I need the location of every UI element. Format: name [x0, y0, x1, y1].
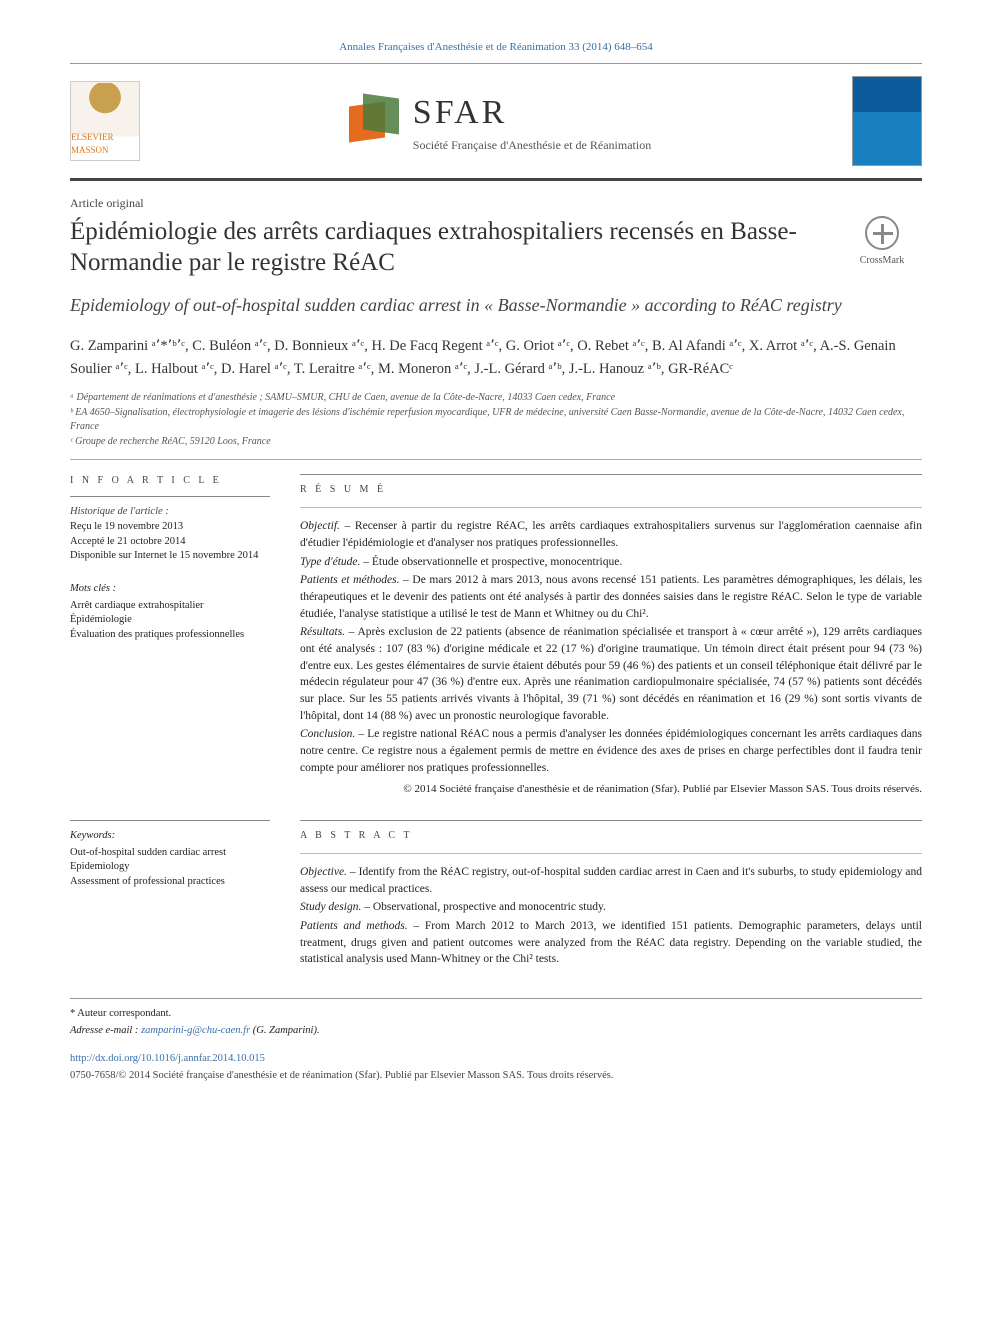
corresponding-author: * Auteur correspondant.	[70, 1007, 922, 1022]
objective-label: Objective. –	[300, 866, 356, 878]
header-banner: ELSEVIER MASSON SFAR Société Française d…	[70, 63, 922, 181]
resultats-text: Après exclusion de 22 patients (absence …	[300, 626, 922, 721]
patients-label: Patients et méthodes. –	[300, 574, 409, 586]
mots-cles-3: Évaluation des pratiques professionnelle…	[70, 628, 270, 643]
conclusion-text: Le registre national RéAC nous a permis …	[300, 728, 922, 773]
sfar-cube-icon	[341, 92, 399, 150]
sfar-logo: SFAR Société Française d'Anesthésie et d…	[341, 89, 651, 153]
history-label: Historique de l'article :	[70, 505, 270, 520]
email-paren: (G. Zamparini).	[253, 1025, 320, 1036]
type-label: Type d'étude. –	[300, 556, 369, 568]
authors-list: G. Zamparini ᵃ٬*٬ᵇ٬ᶜ, C. Buléon ᵃ٬ᶜ, D. …	[70, 335, 922, 381]
doi-link[interactable]: http://dx.doi.org/10.1016/j.annfar.2014.…	[70, 1053, 265, 1064]
sfar-acronym: SFAR	[413, 89, 651, 137]
issn-copyright: 0750-7658/© 2014 Société française d'ane…	[70, 1069, 922, 1084]
article-title-fr: Épidémiologie des arrêts cardiaques extr…	[70, 216, 822, 279]
history-received: Reçu le 19 novembre 2013	[70, 520, 270, 535]
methods-label: Patients and methods. –	[300, 920, 419, 932]
history-online: Disponible sur Internet le 15 novembre 2…	[70, 549, 270, 564]
keyword-1: Out-of-hospital sudden cardiac arrest	[70, 846, 270, 861]
conclusion-label: Conclusion. –	[300, 728, 364, 740]
article-info-sidebar: I N F O A R T I C L E Historique de l'ar…	[70, 474, 270, 797]
sfar-fullname: Société Française d'Anesthésie et de Réa…	[413, 137, 651, 154]
crossmark-label: CrossMark	[860, 254, 904, 268]
journal-citation: Annales Françaises d'Anesthésie et de Ré…	[70, 40, 922, 55]
journal-cover-thumb	[852, 76, 922, 166]
article-title-en: Epidemiology of out-of-hospital sudden c…	[70, 293, 922, 317]
resume-column: R É S U M É Objectif. – Recenser à parti…	[300, 474, 922, 797]
elsevier-logo: ELSEVIER MASSON	[70, 81, 140, 161]
mots-cles-2: Épidémiologie	[70, 613, 270, 628]
abstract-column: A B S T R A C T Objective. – Identify fr…	[300, 820, 922, 970]
crossmark-icon	[865, 216, 899, 250]
resume-heading: R É S U M É	[300, 474, 922, 497]
article-type: Article original	[70, 195, 922, 212]
crossmark-badge[interactable]: CrossMark	[842, 216, 922, 268]
affiliations: ᵃ Département de réanimations et d'anest…	[70, 391, 922, 460]
affiliation-a: ᵃ Département de réanimations et d'anest…	[70, 391, 922, 406]
objective-text: Identify from the RéAC registry, out-of-…	[300, 866, 922, 895]
footer: * Auteur correspondant. Adresse e-mail :…	[70, 998, 922, 1038]
type-text: Étude observationnelle et prospective, m…	[372, 556, 622, 568]
info-heading: I N F O A R T I C L E	[70, 474, 270, 488]
mots-cles-label: Mots clés :	[70, 582, 270, 597]
design-label: Study design. –	[300, 901, 370, 913]
affiliation-b: ᵇ EA 4650–Signalisation, électrophysiolo…	[70, 406, 922, 435]
resume-copyright: © 2014 Société française d'anesthésie et…	[300, 782, 922, 797]
elsevier-logo-text: ELSEVIER MASSON	[71, 131, 139, 156]
elsevier-tree-icon	[85, 83, 125, 131]
keywords-sidebar: Keywords: Out-of-hospital sudden cardiac…	[70, 820, 270, 970]
history-accepted: Accepté le 21 octobre 2014	[70, 535, 270, 550]
objectif-text: Recenser à partir du registre RéAC, les …	[300, 520, 922, 549]
objectif-label: Objectif. –	[300, 520, 350, 532]
keyword-2: Epidemiology	[70, 860, 270, 875]
design-text: Observational, prospective and monocentr…	[373, 901, 606, 913]
abstract-heading: A B S T R A C T	[300, 820, 922, 843]
mots-cles-1: Arrêt cardiaque extrahospitalier	[70, 599, 270, 614]
email-label: Adresse e-mail :	[70, 1025, 138, 1036]
resultats-label: Résultats. –	[300, 626, 354, 638]
affiliation-c: ᶜ Groupe de recherche RéAC, 59120 Loos, …	[70, 435, 922, 450]
email-link[interactable]: zamparini-g@chu-caen.fr	[141, 1025, 250, 1036]
keywords-label: Keywords:	[70, 829, 270, 844]
keyword-3: Assessment of professional practices	[70, 875, 270, 890]
